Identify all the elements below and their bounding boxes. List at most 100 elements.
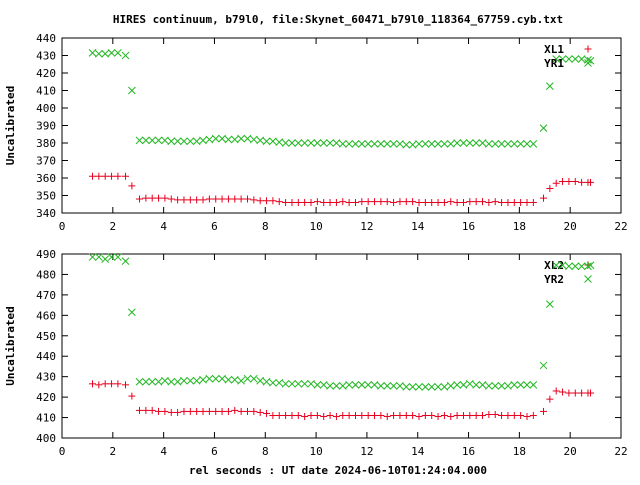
data-point-yr2-25-d2: [249, 374, 258, 383]
data-point-yr2-10: [154, 377, 163, 386]
data-point-xl2-31: [288, 412, 296, 420]
data-point-yr1-77: [584, 56, 592, 64]
data-point-yr1-8: [141, 136, 150, 145]
data-point-yr2-42-d2: [357, 380, 366, 389]
data-point-yr1-2-d2: [101, 49, 110, 58]
data-point-xl2-25: [250, 407, 258, 415]
data-point-yr2-51: [415, 383, 423, 391]
data-point-xl2-20: [218, 407, 226, 415]
data-point-yr1-44: [370, 140, 379, 148]
data-point-yr1-9: [148, 136, 157, 145]
data-point-xl2-45: [377, 412, 385, 420]
data-point-yr1-21-d2: [224, 135, 233, 144]
data-point-yr2-20-d2: [218, 374, 226, 383]
data-point-yr1-72: [552, 55, 561, 63]
data-point-xl1-58: [459, 199, 467, 206]
data-point-yr1-48: [396, 140, 404, 148]
data-point-xl1-25: [250, 196, 258, 204]
data-point-xl2-72: [552, 387, 560, 395]
data-point-xl1-49: [402, 198, 410, 206]
data-point-yr2-69-d2: [529, 380, 538, 389]
data-point-yr1-7: [135, 136, 144, 145]
data-point-yr2-23-d2: [237, 376, 245, 385]
data-point-yr2-74: [565, 262, 573, 271]
data-point-xl2-65: [504, 412, 512, 420]
y-tick-label: 430: [36, 371, 56, 384]
data-point-yr2-40-d2: [345, 380, 353, 389]
y-tick-label: 450: [36, 330, 56, 343]
data-point-xl2-61: [479, 412, 487, 420]
y-tick-label: 440: [36, 350, 56, 363]
data-point-yr2-33-d2: [300, 379, 309, 388]
data-point-yr1-42: [357, 140, 366, 148]
data-point-yr1-61: [478, 139, 487, 147]
data-point-xl2-3: [108, 380, 116, 388]
data-point-yr2-22-d2: [230, 375, 239, 384]
data-point-yr1-63: [491, 140, 500, 148]
data-point-xl1-71: [546, 185, 554, 192]
data-point-yr1-41-d2: [351, 140, 360, 148]
data-point-yr1-43-d2: [364, 140, 373, 148]
data-point-yr2-9: [148, 377, 157, 386]
data-point-yr1-33: [300, 139, 309, 147]
data-point-yr2-37: [326, 382, 334, 390]
data-point-xl2-40: [345, 412, 353, 420]
data-point-yr1-0: [88, 49, 97, 57]
y-tick-label: 360: [36, 172, 56, 185]
data-point-xl1-4: [114, 172, 122, 180]
data-point-yr2-5: [121, 257, 130, 266]
data-point-yr1-23: [237, 134, 245, 143]
y-tick-label: 400: [36, 102, 56, 115]
data-point-yr2-0-d2: [88, 253, 97, 261]
data-point-yr2-41: [351, 380, 360, 389]
data-point-yr1-74: [565, 55, 573, 63]
data-point-yr2-24: [243, 374, 252, 383]
x-tick-label: 18: [513, 220, 526, 233]
data-point-yr2-15-d2: [186, 376, 195, 385]
data-point-yr2-76-d2: [577, 262, 586, 271]
data-point-xl2-62: [485, 410, 493, 418]
data-point-yr1-56-d2: [446, 140, 455, 148]
data-point-yr2-34-d2: [307, 379, 315, 388]
data-point-xl2-64: [498, 412, 506, 420]
data-point-xl1-15: [186, 196, 194, 204]
data-point-xl1-64: [498, 199, 506, 206]
data-point-yr2-61: [478, 380, 487, 389]
data-point-yr2-65-d2: [504, 382, 512, 390]
data-point-yr2-49: [402, 383, 411, 391]
data-point-yr2-75-d2: [571, 262, 580, 271]
data-point-xl1-7: [135, 195, 143, 203]
data-point-xl1-44: [371, 198, 379, 206]
data-point-yr1-39-d2: [338, 140, 347, 148]
data-point-yr1-40: [345, 140, 353, 148]
data-point-yr1-45: [377, 140, 385, 148]
data-point-yr2-64: [497, 382, 506, 390]
data-point-yr1-36-d2: [319, 139, 328, 147]
data-point-yr2-0: [88, 253, 97, 261]
data-point-xl2-69: [529, 412, 537, 420]
data-point-xl2-2: [101, 380, 109, 388]
data-point-yr1-57: [453, 139, 461, 147]
data-point-yr2-14: [180, 376, 188, 385]
data-point-yr1-67: [516, 140, 525, 148]
data-point-yr1-18-d2: [205, 135, 214, 144]
data-point-xl2-11: [161, 407, 169, 415]
data-point-xl2-32: [294, 412, 302, 420]
data-point-xl1-47: [390, 199, 398, 206]
data-point-yr2-46: [383, 382, 392, 390]
data-point-yr2-36-d2: [319, 380, 328, 389]
data-point-yr1-69: [529, 140, 538, 148]
data-point-xl2-76: [578, 389, 586, 397]
data-point-yr1-49-d2: [402, 140, 411, 149]
data-point-yr1-37-d2: [326, 139, 334, 147]
data-point-yr1-51: [415, 140, 423, 148]
data-point-yr1-68: [523, 140, 531, 148]
data-point-yr1-4-d2: [114, 49, 122, 57]
data-point-yr2-45-d2: [377, 382, 385, 390]
data-point-yr2-49-d2: [402, 383, 411, 391]
data-point-yr1-58: [459, 139, 468, 147]
data-point-yr2-16-d2: [192, 376, 201, 385]
x-tick-label: 12: [360, 220, 373, 233]
data-point-yr2-38: [332, 382, 341, 390]
